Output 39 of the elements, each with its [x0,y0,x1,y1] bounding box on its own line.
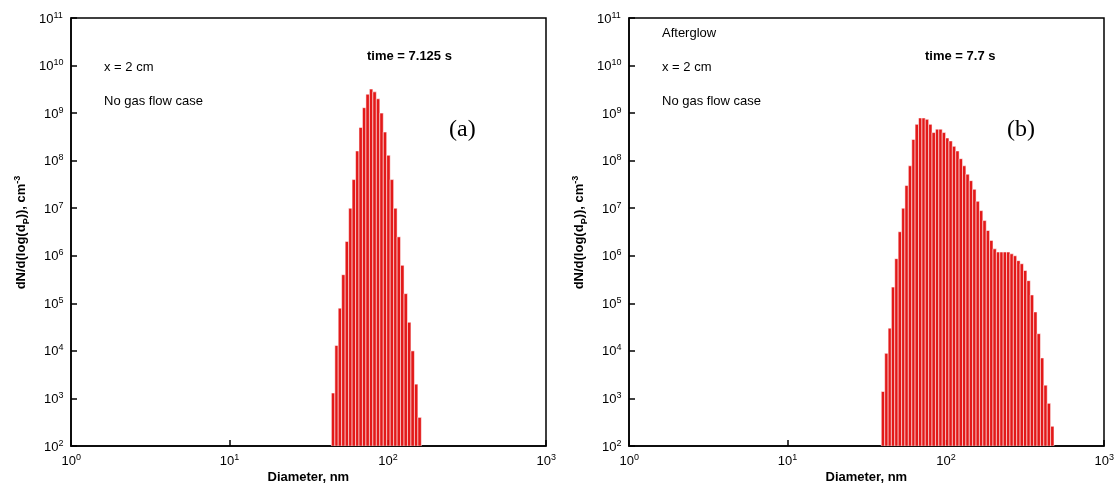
x-axis-title: Diameter, nm [825,469,908,484]
annotation: (a) [449,115,476,141]
y-tick-label: 10$^{4}$ [602,342,622,359]
annotation: Afterglow [662,25,717,40]
y-tick-label: 10$^{3}$ [602,389,622,406]
x-tick-label: 10$^{0}$ [619,451,639,468]
annotation: time = 7.7 s [925,48,996,63]
y-tick-label: 10$^{5}$ [602,294,622,311]
x-axis-title: Diameter, nm [267,469,350,484]
x-tick-label: 10$^{2}$ [936,451,956,468]
annotation: (b) [1007,115,1035,141]
y-tick-label: 10$^{9}$ [44,104,64,121]
y-tick-label: 10$^{11}$ [597,9,621,26]
y-tick-label: 10$^{5}$ [44,294,64,311]
annotation: time = 7.125 s [367,48,452,63]
x-tick-label: 10$^{2}$ [378,451,398,468]
annotation: No gas flow case [104,93,203,108]
x-tick-label: 10$^{3}$ [1094,451,1114,468]
x-tick-label: 10$^{3}$ [536,451,556,468]
y-tick-label: 10$^{7}$ [602,199,622,216]
y-tick-label: 10$^{4}$ [44,342,64,359]
y-tick-label: 10$^{3}$ [44,389,64,406]
annotation: No gas flow case [662,93,761,108]
y-tick-label: 10$^{6}$ [602,246,622,264]
x-tick-label: 10$^{1}$ [219,451,240,468]
y-tick-label: 10$^{8}$ [602,151,622,169]
y-tick-label: 10$^{9}$ [602,104,622,121]
y-tick-label: 10$^{6}$ [44,246,64,264]
x-tick-label: 10$^{0}$ [61,451,81,468]
y-tick-label: 10$^{10}$ [39,56,64,74]
annotation: x = 2 cm [662,59,712,74]
y-tick-label: 10$^{2}$ [44,437,64,454]
y-tick-label: 10$^{10}$ [597,56,622,74]
annotation: x = 2 cm [104,59,154,74]
y-tick-label: 10$^{8}$ [44,151,64,169]
x-tick-label: 10$^{1}$ [777,451,798,468]
y-tick-label: 10$^{7}$ [44,199,64,216]
y-tick-label: 10$^{2}$ [602,437,622,454]
y-tick-label: 10$^{11}$ [39,9,63,26]
